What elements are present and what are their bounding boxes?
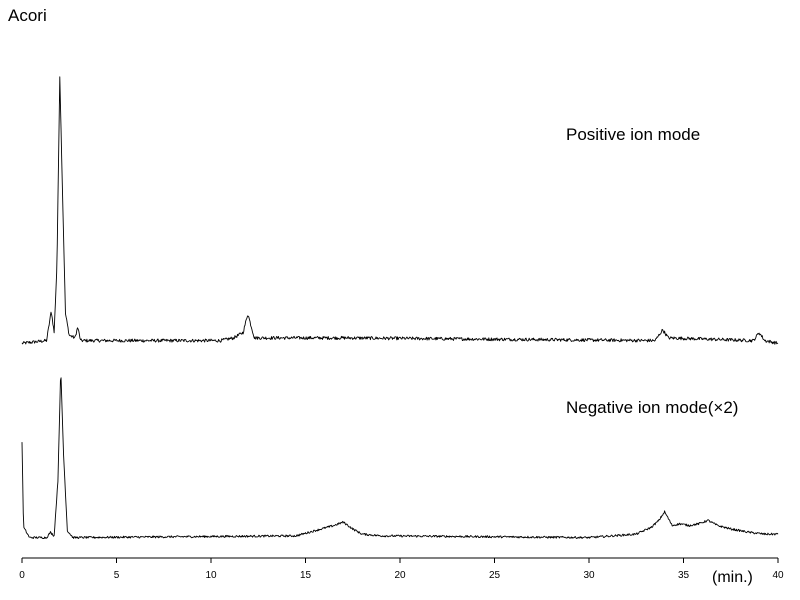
x-tick-label-10: 10 — [205, 570, 217, 581]
series-label-positive: Positive ion mode — [566, 125, 700, 144]
x-tick-label-0: 0 — [19, 570, 25, 581]
x-tick-label-25: 25 — [489, 570, 501, 581]
x-axis-ticks: 0 5 10 15 20 25 30 35 40 — [19, 558, 784, 581]
x-tick-label-40: 40 — [772, 570, 784, 581]
x-tick-label-30: 30 — [583, 570, 595, 581]
x-tick-label-20: 20 — [394, 570, 406, 581]
x-tick-label-15: 15 — [300, 570, 312, 581]
positive-ion-trace — [21, 76, 779, 345]
x-tick-label-35: 35 — [678, 570, 690, 581]
negative-ion-trace — [21, 377, 779, 539]
series-label-negative: Negative ion mode(×2) — [566, 398, 738, 417]
x-axis-label: (min.) — [712, 569, 753, 586]
chart-title: Acori — [8, 6, 47, 25]
x-tick-label-5: 5 — [114, 570, 120, 581]
